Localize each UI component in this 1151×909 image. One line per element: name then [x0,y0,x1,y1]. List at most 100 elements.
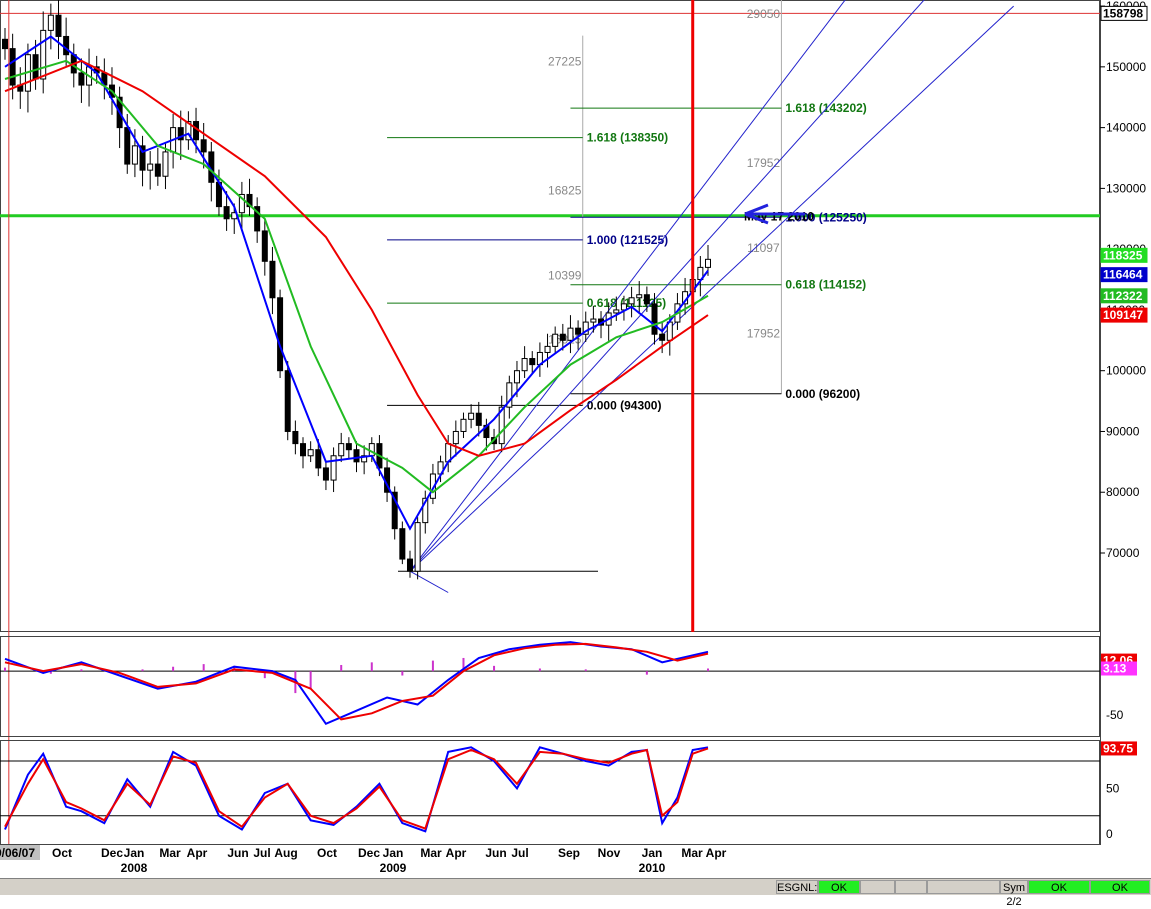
x-axis-year: 2009 [380,861,407,875]
candle-body [460,418,467,432]
candle-body [552,333,559,347]
candle-body [277,297,284,372]
x-axis-label: 9/06/07 [0,846,35,860]
fib-distance: 11097 [747,241,780,255]
candle-body [131,145,138,165]
x-axis-label: Jul [511,846,528,860]
price-badge-label: 118325 [1103,248,1143,262]
candle-body [55,14,62,37]
x-axis-label: Dec [101,846,123,860]
fib-label: 1.618 (138350) [587,131,668,145]
candle-body [124,127,131,165]
status-cell [895,880,927,894]
candle-body [315,449,322,469]
candle-body [643,294,650,305]
candle-body [330,455,337,481]
status-cell: OK [818,880,860,894]
fib-distance: 17952 [747,326,781,340]
x-axis-label: Jun [227,846,248,860]
candle-body [238,193,245,214]
x-axis-label: Mar [420,846,442,860]
candle-body [506,382,513,408]
status-cell: Sym 2/2 [1000,880,1028,908]
fib-distance: 29050 [747,7,781,21]
x-axis-label: Mar [681,846,703,860]
fib-label: 1.000 (125250) [785,210,866,224]
x-axis-year: 2010 [639,861,666,875]
fib-label: 0.618 (114152) [785,278,866,292]
fib-distance: 27225 [548,55,582,69]
price-badge-label: 109147 [1103,308,1143,322]
price-tick-label: 100000 [1106,364,1146,378]
candle-body [246,193,253,208]
arrow-icon [744,203,805,225]
status-cell [860,880,895,894]
candle-body [338,443,345,457]
price-plot-area: 0.000 (94300)0.618 (111125)1.000 (121525… [0,0,1100,593]
x-axis-label: Sep [558,846,580,860]
candle-body [223,206,230,220]
candle-body [78,72,85,86]
stochastic-badge-label: 93.75 [1103,741,1133,755]
candle-body [292,430,299,445]
price-badge [1100,307,1148,323]
candle-body [9,48,16,86]
candle-body [422,497,429,524]
moving-average-ma_mid [4,59,709,494]
status-cell: OK [1028,880,1090,894]
candle-body [406,558,413,572]
price-badge [1100,247,1148,263]
x-axis-label: Apr [446,846,467,860]
x-axis-year: 2008 [121,861,148,875]
price-badge [1100,5,1148,21]
price-tick-label: 130000 [1106,181,1146,195]
candle-body [559,333,566,341]
candle-body [40,29,47,80]
status-bar: ESGNL: OK Sym 2/2 OK OK [0,878,1151,908]
candle-body [513,370,520,384]
oscillator-badge-label: 3.13 [1103,661,1127,675]
oscillator-line-ma_slow [4,642,709,721]
x-axis-label: Jan [124,846,145,860]
candle-body [636,294,643,299]
stochastic-panel[interactable]: 50 0 93.75 [0,740,1137,845]
fib-distance: 17952 [747,156,781,170]
x-axis-label: Oct [317,846,337,860]
candle-body [254,206,261,232]
candle-body [567,327,574,341]
candle-body [582,321,589,335]
candle-body [185,121,192,141]
candle-body [177,127,184,141]
candle-body [322,467,329,481]
trendline-0 [409,0,846,572]
price-tick-label: 80000 [1106,485,1140,499]
oscillator-line-ma_fast [4,641,709,726]
price-tick-label: 70000 [1106,546,1140,560]
candle-body [529,358,536,366]
candle-body [154,163,161,177]
oscillator-tick-label: -50 [1106,708,1124,722]
moving-average-ma_fast [4,35,709,531]
candle-body [590,318,597,323]
candle-body [705,258,711,268]
oscillator-badge [1101,661,1137,676]
x-axis-label: Nov [598,846,621,860]
oscillator-frame [0,636,1100,737]
candle-body [414,522,421,572]
candle-body [261,230,268,262]
candle-body [269,260,276,299]
candle-body [63,35,70,56]
time-axis: 9/06/07OctDecJanMarAprJunJulAugOctDecJan… [0,845,727,875]
candle-body [575,327,582,335]
price-badge [1100,267,1148,283]
price-panel[interactable]: 0.000 (94300)0.618 (111125)1.000 (121525… [0,0,1148,845]
candle-body [651,303,658,335]
candle-body [391,491,398,530]
fib-label: 0.000 (94300) [587,398,662,412]
price-tick-label: 150000 [1106,60,1146,74]
x-axis-label: Apr [706,846,727,860]
fib-distance: 16825 [548,183,582,197]
status-cell: OK [1090,880,1150,894]
